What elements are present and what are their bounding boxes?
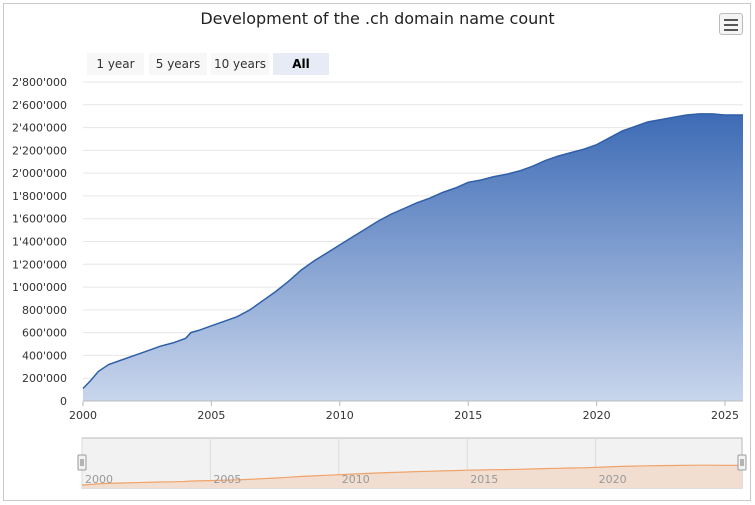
navigator-tick-label: 2010 — [342, 473, 370, 486]
y-tick-label: 1'400'000 — [12, 236, 67, 249]
x-tick-label: 2000 — [69, 409, 97, 422]
navigator[interactable]: 2000 2005 2010 2015 2020 — [77, 437, 747, 489]
x-axis: 2000 2005 2010 2015 2020 2025 — [69, 400, 743, 422]
y-tick-label: 2'800'000 — [12, 76, 67, 89]
y-tick-label: 1'000'000 — [12, 281, 67, 294]
y-tick-label: 1'800'000 — [12, 190, 67, 203]
range-button-1-year[interactable]: 1 year — [87, 53, 144, 75]
y-tick-label: 400'000 — [22, 349, 67, 362]
x-tick-label: 2015 — [454, 409, 482, 422]
series-line — [82, 113, 743, 390]
hamburger-menu-icon[interactable] — [719, 13, 743, 35]
range-button-10-years[interactable]: 10 years — [211, 53, 269, 75]
series-area — [83, 113, 743, 402]
navigator-tick-label: 2015 — [470, 473, 498, 486]
y-axis: 0 200'000 400'000 600'000 800'000 1'000'000 1'… — [12, 76, 67, 408]
chart-title: Development of the .ch domain name count — [200, 9, 555, 28]
y-tick-label: 800'000 — [22, 304, 67, 317]
x-tick-label: 2020 — [583, 409, 611, 422]
y-tick-label: 2'000'000 — [12, 167, 67, 180]
y-tick-label: 200'000 — [22, 372, 67, 385]
range-button-all[interactable]: All — [273, 53, 329, 75]
navigator-tick-label: 2005 — [213, 473, 241, 486]
y-tick-label: 1'200'000 — [12, 258, 67, 271]
navigator-area — [82, 465, 742, 488]
x-tick-label: 2005 — [197, 409, 225, 422]
y-tick-label: 1'600'000 — [12, 213, 67, 226]
y-tick-label: 2'200'000 — [12, 144, 67, 157]
navigator-tick-label: 2020 — [599, 473, 627, 486]
navigator-line — [81, 464, 742, 486]
navigator-tick-label: 2000 — [85, 473, 113, 486]
navigator-left-handle[interactable] — [77, 454, 87, 471]
y-tick-label: 600'000 — [22, 327, 67, 340]
y-tick-label: 2'600'000 — [12, 99, 67, 112]
x-tick-label: 2010 — [326, 409, 354, 422]
y-tick-label: 2'400'000 — [12, 122, 67, 135]
navigator-right-handle[interactable] — [737, 454, 747, 471]
x-tick-label: 2025 — [711, 409, 739, 422]
range-button-5-years[interactable]: 5 years — [149, 53, 207, 75]
y-tick-label: 0 — [60, 395, 67, 408]
